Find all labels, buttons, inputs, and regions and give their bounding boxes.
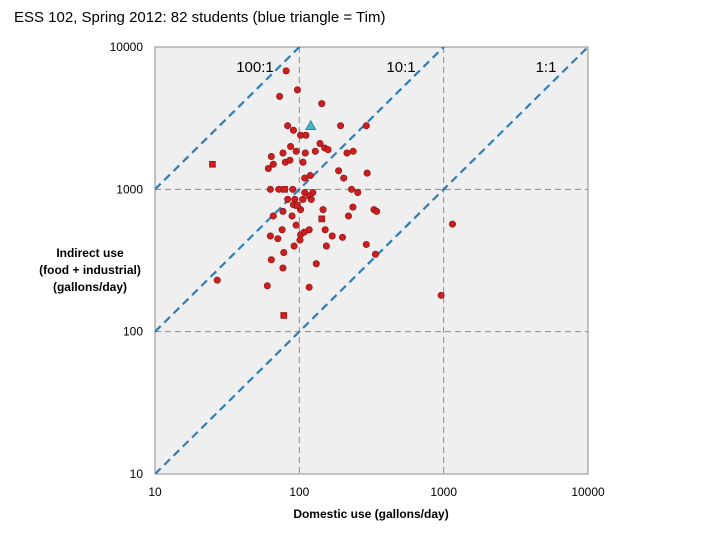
data-point-25 <box>299 158 307 166</box>
data-point-48 <box>319 206 327 214</box>
data-point-32 <box>275 185 283 193</box>
data-point-59 <box>266 232 274 240</box>
data-point-75 <box>305 283 313 291</box>
ratio-label-100: 100:1 <box>236 59 274 76</box>
data-point-0 <box>282 67 290 75</box>
ratio-labels: 100:1 10:1 1:1 <box>236 59 556 76</box>
y-tick-100: 100 <box>123 325 143 339</box>
data-point-21 <box>269 160 277 168</box>
data-point-49 <box>349 203 357 211</box>
data-point-19 <box>343 149 351 157</box>
data-point-33 <box>289 185 297 193</box>
data-point-40 <box>299 195 307 203</box>
x-tick-10: 10 <box>148 485 162 499</box>
ratio-label-10: 10:1 <box>386 59 415 76</box>
y-axis-label-line-2: (food + industrial) <box>39 263 141 277</box>
data-point-58 <box>328 232 336 240</box>
data-point-42 <box>307 195 315 203</box>
data-point-45 <box>288 212 296 220</box>
data-point-47 <box>269 212 277 220</box>
data-point-66 <box>322 242 330 250</box>
data-point-76 <box>437 291 445 299</box>
data-point-62 <box>300 228 308 236</box>
y-tick-10: 10 <box>130 467 144 481</box>
data-point-65 <box>296 236 304 244</box>
data-point-26 <box>335 167 343 175</box>
data-point-63 <box>338 233 346 241</box>
data-point-68 <box>280 248 288 256</box>
y-axis-label-line-1: Indirect use <box>56 246 124 260</box>
data-point-57 <box>321 226 329 234</box>
data-point-70 <box>279 264 287 272</box>
chart-title: ESS 102, Spring 2012: 82 students (blue … <box>14 9 386 26</box>
data-point-5 <box>289 126 297 134</box>
data-point-29 <box>306 172 314 180</box>
data-point-54 <box>292 221 300 229</box>
x-axis-label: Domestic use (gallons/day) <box>293 507 448 521</box>
data-point-72 <box>371 250 379 258</box>
y-axis-label-line-3: (gallons/day) <box>53 280 127 294</box>
data-point-55 <box>278 226 286 234</box>
data-point-13 <box>324 146 332 154</box>
data-point-69 <box>267 256 275 264</box>
data-point-37 <box>354 189 362 197</box>
data-point-38 <box>284 195 292 203</box>
data-points <box>209 67 456 319</box>
ratio-label-1: 1:1 <box>536 59 557 76</box>
y-axis-ticks: 10 100 1000 10000 <box>110 40 144 481</box>
data-point-22 <box>264 165 272 173</box>
data-point-71 <box>312 260 320 268</box>
data-point-20 <box>267 153 275 161</box>
data-point-9 <box>362 122 370 130</box>
data-point-51 <box>373 207 381 215</box>
data-point-52 <box>344 212 352 220</box>
data-point-31 <box>266 185 274 193</box>
y-tick-10000: 10000 <box>110 40 144 54</box>
x-tick-10000: 10000 <box>571 485 605 499</box>
data-point-15 <box>292 147 300 155</box>
ratio-line-1 <box>155 47 588 474</box>
data-point-30 <box>340 174 348 182</box>
x-axis-ticks: 10 100 1000 10000 <box>148 485 605 499</box>
data-point-53 <box>448 220 456 228</box>
data-point-4 <box>284 122 292 130</box>
highlight-point-triangle <box>305 119 317 131</box>
data-point-11 <box>316 139 324 147</box>
data-point-8 <box>337 122 345 130</box>
data-point-27 <box>363 169 371 177</box>
x-tick-100: 100 <box>289 485 309 499</box>
data-point-60 <box>274 235 282 243</box>
data-point-square-81 <box>280 312 288 319</box>
data-point-64 <box>290 242 298 250</box>
data-point-square-78 <box>281 186 288 193</box>
data-point-14 <box>279 149 287 157</box>
data-point-2 <box>276 92 284 100</box>
data-point-16 <box>301 149 309 157</box>
data-point-square-77 <box>209 160 216 168</box>
y-tick-1000: 1000 <box>116 182 143 196</box>
ratio-lines <box>155 47 588 474</box>
data-point-17 <box>311 147 319 155</box>
data-point-square-80 <box>318 215 326 223</box>
gridlines <box>155 47 588 474</box>
data-point-24 <box>286 156 294 164</box>
data-point-67 <box>362 240 370 248</box>
data-point-3 <box>318 100 326 108</box>
data-point-square-79 <box>294 202 301 209</box>
data-point-7 <box>302 131 310 139</box>
x-tick-1000: 1000 <box>430 485 457 499</box>
data-point-10 <box>287 142 295 150</box>
data-point-74 <box>263 282 271 290</box>
data-point-44 <box>279 207 287 215</box>
data-point-18 <box>349 147 357 155</box>
data-point-1 <box>293 86 301 94</box>
data-point-73 <box>213 276 221 284</box>
ratio-line-10 <box>155 47 446 333</box>
data-point-36 <box>348 185 356 193</box>
